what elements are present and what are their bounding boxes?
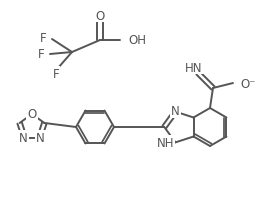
Text: OH: OH xyxy=(128,34,146,47)
Text: O: O xyxy=(27,108,37,121)
Text: F: F xyxy=(38,48,45,61)
Text: NH: NH xyxy=(157,136,175,149)
Text: N: N xyxy=(36,131,45,144)
Text: N: N xyxy=(171,105,180,118)
Text: HN: HN xyxy=(185,61,203,74)
Text: N: N xyxy=(19,131,28,144)
Text: O: O xyxy=(95,9,105,22)
Text: O⁻: O⁻ xyxy=(240,77,255,90)
Text: F: F xyxy=(53,67,59,80)
Text: F: F xyxy=(40,31,47,44)
